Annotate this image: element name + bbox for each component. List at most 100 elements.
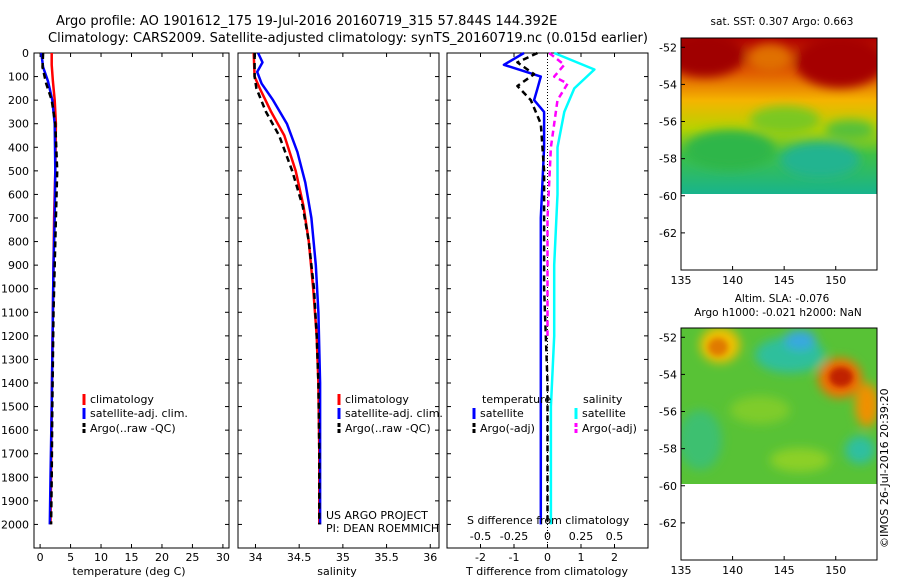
difference-top-xlabel: S difference from climatology [467,514,630,527]
depth-tick-label: 1200 [1,330,29,343]
x-tick-label: 25 [185,551,199,564]
depth-tick-label: 1900 [1,495,29,508]
depth-tick-label: 900 [8,259,29,272]
project-annotation: US ARGO PROJECT [326,509,428,522]
imos-credit: ©IMOS 26-Jul-2016 20:39:20 [878,388,891,548]
series-satellite-adj-clim- [255,52,322,525]
x-tick-label: 34.5 [287,551,312,564]
depth-tick-label: 1400 [1,377,29,390]
depth-tick-label: 200 [8,94,29,107]
map-y-tick-label: -58 [659,153,677,166]
salinity-legend-climatology: climatology [345,393,409,406]
sla-map-title-1: Altim. SLA: -0.076 [735,293,830,305]
depth-tick-label: 1600 [1,424,29,437]
difference-legend-temperature-title: temperature [482,393,551,406]
depth-tick-label: 1000 [1,283,29,296]
map-y-tick-label: -54 [659,368,677,381]
difference-legend-salinity-title: salinity [583,393,623,406]
temperature-legend-argo: Argo(..raw -QC) [90,422,176,435]
sla-map-title-2: Argo h1000: -0.021 h2000: NaN [694,307,862,319]
header-line-2: Climatology: CARS2009. Satellite-adjuste… [48,31,648,46]
depth-tick-label: 500 [8,165,29,178]
salinity-legend-satellite: satellite-adj. clim. [345,407,443,420]
sla-map-image [681,328,877,484]
depth-axis: 0 100 200 300 400 500 600 700 800 900 1000 1100 1200… [1,47,29,531]
difference-legend: temperature salinity satellite Argo(-adj… [472,393,637,435]
salinity-diff-tick-label: 0.5 [606,530,624,543]
difference-xlabel: T difference from climatology [465,565,628,578]
series-t-argo-adj- [516,51,549,525]
profile-series [40,51,596,525]
map-y-tick-label: -60 [659,190,677,203]
sst-map-title: sat. SST: 0.307 Argo: 0.663 [711,16,854,28]
depth-tick-label: 0 [22,47,29,60]
depth-tick-label: 700 [8,212,29,225]
series-s-argo-adj- [546,52,569,336]
salinity-xlabel: salinity [317,565,357,578]
temperature-legend-satellite: satellite-adj. clim. [90,407,188,420]
salinity-plot-frame [237,52,440,549]
temperature-legend-climatology: climatology [90,393,154,406]
map-y-tick-label: -56 [659,406,677,419]
salinity-diff-tick-label: 0.25 [569,530,594,543]
depth-tick-label: 1500 [1,401,29,414]
series-satellite-adj-clim- [40,52,57,525]
x-tick-label: -1 [509,551,520,564]
map-y-tick-label: -54 [659,78,677,91]
x-tick-label: 35 [336,551,350,564]
x-tick-label: 0 [37,551,44,564]
series-argo-raw-qc- [41,52,59,525]
sst-map: sat. SST: 0.307 Argo: 0.663 135 140 145 150… [659,16,878,287]
x-tick-label: 0 [544,551,551,564]
temperature-plot-frame [33,52,230,549]
x-tick-label: 5 [67,551,74,564]
map-x-tick-label: 140 [722,274,743,287]
x-tick-label: 20 [155,551,169,564]
map-x-tick-label: 135 [671,274,692,287]
salinity-diff-tick-label: -0.5 [470,530,491,543]
map-y-tick-label: -62 [659,227,677,240]
map-y-tick-label: -58 [659,443,677,456]
map-x-tick-label: 145 [774,274,795,287]
map-x-tick-label: 150 [825,564,846,577]
depth-tick-label: 1100 [1,306,29,319]
depth-tick-label: 1300 [1,353,29,366]
salinity-legend: climatology satellite-adj. clim. Argo(..… [337,393,443,435]
depth-tick-label: 300 [8,118,29,131]
x-tick-label: 15 [125,551,139,564]
header-line-1: Argo profile: AO 1901612_175 19-Jul-2016… [56,14,557,29]
difference-legend-t-argo: Argo(-adj) [480,422,535,435]
x-tick-label: 1 [578,551,585,564]
map-y-tick-label: -52 [659,331,677,344]
sla-map-frame [680,327,878,561]
depth-tick-label: 600 [8,188,29,201]
depth-tick-label: 2000 [1,518,29,531]
depth-tick-label: 400 [8,141,29,154]
salinity-legend-argo: Argo(..raw -QC) [345,422,431,435]
sla-map: Altim. SLA: -0.076 Argo h1000: -0.021 h2… [659,293,878,577]
series-s-satellite [549,51,596,525]
map-y-tick-label: -62 [659,517,677,530]
x-tick-label: 36 [423,551,437,564]
depth-tick-label: 1800 [1,471,29,484]
map-x-tick-label: 135 [671,564,692,577]
series-t-satellite [502,51,546,525]
difference-legend-s-argo: Argo(-adj) [582,422,637,435]
sst-map-image [681,38,877,194]
difference-legend-s-satellite: satellite [582,407,626,420]
map-y-tick-label: -56 [659,116,677,129]
x-tick-label: 2 [611,551,618,564]
depth-tick-label: 100 [8,71,29,84]
series-argo-raw-qc- [253,53,321,525]
x-tick-label: 35.5 [374,551,399,564]
difference-legend-t-satellite: satellite [480,407,524,420]
x-tick-label: 30 [216,551,230,564]
map-x-tick-label: 145 [774,564,795,577]
pi-annotation: PI: DEAN ROEMMICH [326,522,439,535]
x-tick-label: 34 [248,551,262,564]
map-y-tick-label: -60 [659,480,677,493]
panel-ticks: 0 5 10 15 20 25 30 34 34.5 35 35.5 36 -2 -1 0 1 2 -0.5 -0.… [34,52,648,564]
map-x-tick-label: 140 [722,564,743,577]
x-tick-label: 10 [94,551,108,564]
